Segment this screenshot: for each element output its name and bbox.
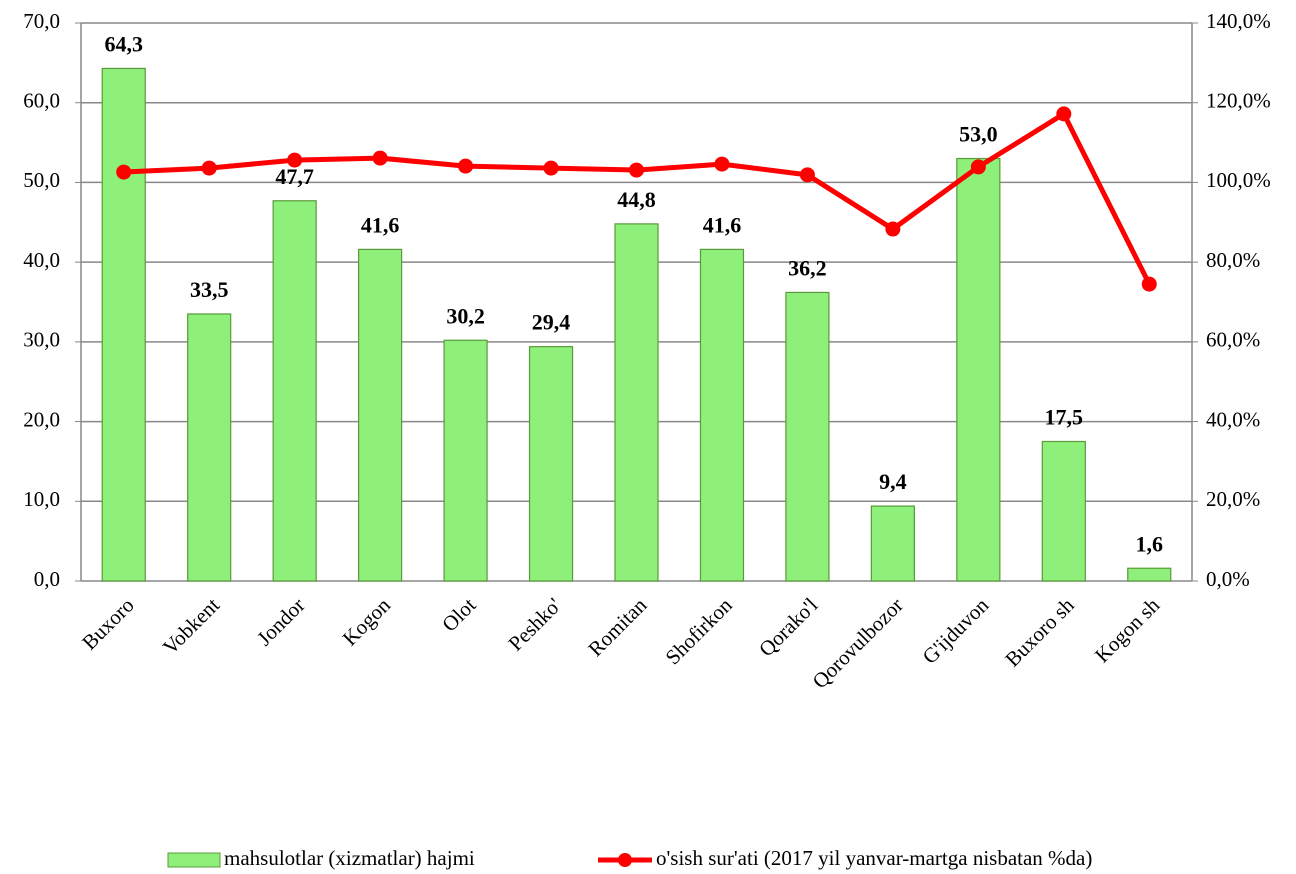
line-marker — [287, 152, 303, 168]
x-tick-label: Romitan — [583, 593, 651, 661]
data-label: 36,2 — [788, 255, 827, 280]
line-marker — [458, 158, 474, 174]
data-label: 41,6 — [361, 212, 400, 237]
x-tick-label: Olot — [437, 593, 480, 636]
line-marker — [116, 164, 132, 180]
bar — [528, 346, 574, 582]
x-tick-label: Kogon — [338, 593, 396, 651]
x-tick-label: Buxoro sh — [1000, 593, 1079, 672]
line-marker — [714, 156, 730, 172]
line-marker — [799, 167, 815, 183]
bar — [1041, 440, 1086, 582]
y2-tick-label: 60,0% — [1206, 328, 1260, 352]
legend-label: mahsulotlar (xizmatlar) hajmi — [224, 846, 475, 870]
legend-swatch — [167, 852, 221, 868]
data-label: 9,4 — [879, 469, 907, 494]
x-tick-label: Peshko' — [503, 593, 566, 656]
bar — [614, 223, 659, 582]
data-label: 41,6 — [703, 212, 742, 237]
bar — [272, 200, 317, 582]
x-tick-label: Qorovulbozor — [808, 593, 908, 693]
data-label: 44,8 — [617, 187, 656, 212]
line-marker — [970, 159, 986, 175]
y-tick-label: 50,0 — [23, 168, 60, 192]
data-label: 53,0 — [959, 122, 998, 147]
bar — [1127, 567, 1172, 582]
y-tick-label: 30,0 — [23, 328, 60, 352]
y2-tick-label: 100,0% — [1206, 168, 1271, 192]
x-tick-label: Vobkent — [158, 593, 224, 659]
y-tick-label: 70,0 — [23, 9, 60, 33]
bar — [870, 505, 915, 582]
y-tick-label: 0,0 — [34, 567, 60, 591]
data-label: 29,4 — [532, 310, 571, 335]
y2-tick-label: 80,0% — [1206, 248, 1260, 272]
y2-tick-label: 20,0% — [1206, 487, 1260, 511]
x-tick-label: G'ijduvon — [918, 593, 994, 669]
y2-tick-label: 0,0% — [1206, 567, 1250, 591]
legend-label: o'sish sur'ati (2017 yil yanvar-martga n… — [656, 846, 1092, 870]
x-tick-label: Kogon sh — [1090, 593, 1165, 668]
legend-marker — [618, 853, 632, 867]
line-marker — [885, 221, 901, 237]
line-marker — [201, 160, 217, 176]
line-marker — [1056, 106, 1072, 122]
bar — [187, 313, 232, 582]
y2-tick-label: 40,0% — [1206, 407, 1260, 431]
y2-tick-label: 140,0% — [1206, 9, 1271, 33]
bar — [443, 339, 488, 582]
y-tick-label: 20,0 — [23, 407, 60, 431]
bar — [358, 248, 403, 582]
y-tick-label: 40,0 — [23, 248, 60, 272]
data-label: 64,3 — [104, 31, 143, 56]
x-tick-label: Jondor — [252, 593, 309, 650]
bar — [101, 67, 146, 582]
line-marker — [543, 160, 559, 176]
bar — [785, 291, 830, 582]
y-tick-label: 60,0 — [23, 89, 60, 113]
y-tick-label: 10,0 — [23, 487, 60, 511]
data-label: 17,5 — [1045, 405, 1084, 430]
data-label: 1,6 — [1136, 531, 1164, 556]
y2-tick-label: 120,0% — [1206, 89, 1271, 113]
bar — [699, 248, 745, 582]
x-tick-label: Shofirkon — [661, 593, 738, 670]
bar — [956, 157, 1001, 582]
x-tick-label: Buxoro — [77, 593, 139, 655]
line-marker — [1141, 276, 1157, 292]
line-marker — [372, 150, 388, 166]
data-label: 30,2 — [446, 303, 485, 328]
x-tick-label: Qorako'l — [754, 593, 822, 661]
data-label: 47,7 — [275, 164, 314, 189]
line-marker — [629, 162, 644, 178]
data-label: 33,5 — [190, 277, 229, 302]
